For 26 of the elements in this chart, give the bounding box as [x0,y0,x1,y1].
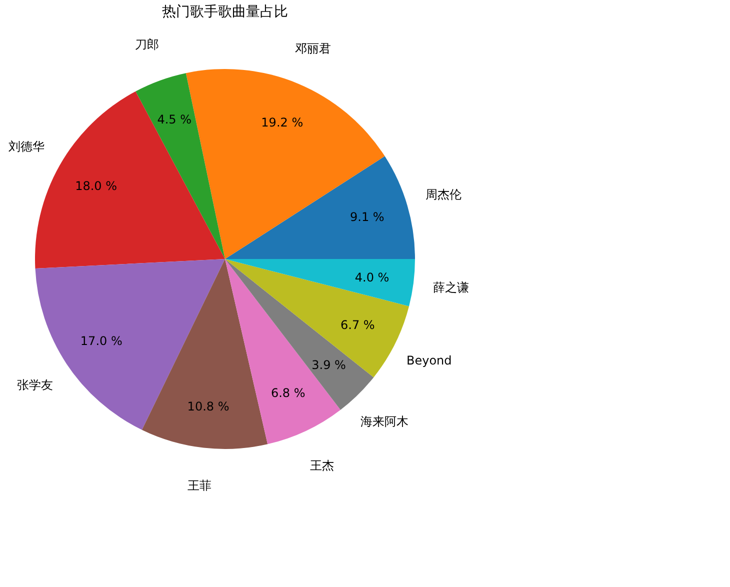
pie-slice [142,259,268,449]
data-label: 4.0 % [354,270,390,285]
slice-label: 刀郎 [135,38,160,52]
data-label: 19.2 % [261,115,304,130]
data-label: 17.0 % [80,334,122,348]
data-label: 10.8 % [187,399,230,414]
pie-slice [225,259,415,306]
chart-title: 热门歌手歌曲量占比 [162,4,288,20]
slice-label: Beyond [406,354,452,368]
pie-slice [136,73,225,259]
slice-label: 张学友 [16,378,53,392]
data-label: 4.5 % [157,112,192,127]
slice-label: 王杰 [310,458,334,472]
slice-label: 周杰伦 [426,188,462,202]
slice-label: 薛之谦 [433,280,470,295]
data-label: 18.0 % [75,178,118,193]
pie-slice [225,259,410,378]
data-label: 9.1 % [350,210,384,224]
slice-label: 刘德华 [8,140,45,154]
data-label: 6.7 % [340,318,375,332]
slice-label: 邓丽君 [294,42,331,56]
data-label: 6.8 % [270,386,306,400]
slice-label: 王菲 [187,478,212,493]
slice-label: 海来阿木 [360,414,409,429]
pie-slice [225,156,415,259]
data-label: 3.9 % [312,358,346,372]
